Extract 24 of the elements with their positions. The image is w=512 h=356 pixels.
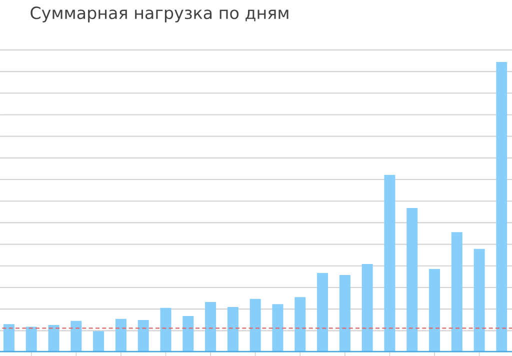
bar bbox=[474, 248, 485, 352]
bar bbox=[429, 268, 440, 352]
bar bbox=[272, 304, 284, 352]
bar bbox=[227, 306, 238, 352]
bar bbox=[3, 324, 14, 352]
bar bbox=[160, 308, 172, 352]
chart-title: Суммарная нагрузка по дням bbox=[30, 6, 288, 22]
bar bbox=[406, 208, 418, 352]
bar bbox=[48, 324, 60, 352]
bar bbox=[250, 298, 261, 352]
bar bbox=[294, 297, 306, 352]
bar bbox=[362, 264, 373, 352]
bar bbox=[182, 316, 194, 352]
bar bbox=[496, 62, 508, 352]
bar bbox=[451, 232, 462, 352]
bar bbox=[115, 318, 126, 352]
bar bbox=[339, 275, 350, 352]
bar bbox=[70, 320, 82, 352]
bar bbox=[317, 273, 328, 352]
bar bbox=[26, 326, 37, 352]
bar bbox=[93, 331, 104, 352]
bar bbox=[138, 320, 149, 352]
bar bbox=[384, 174, 396, 352]
bar bbox=[205, 302, 216, 352]
